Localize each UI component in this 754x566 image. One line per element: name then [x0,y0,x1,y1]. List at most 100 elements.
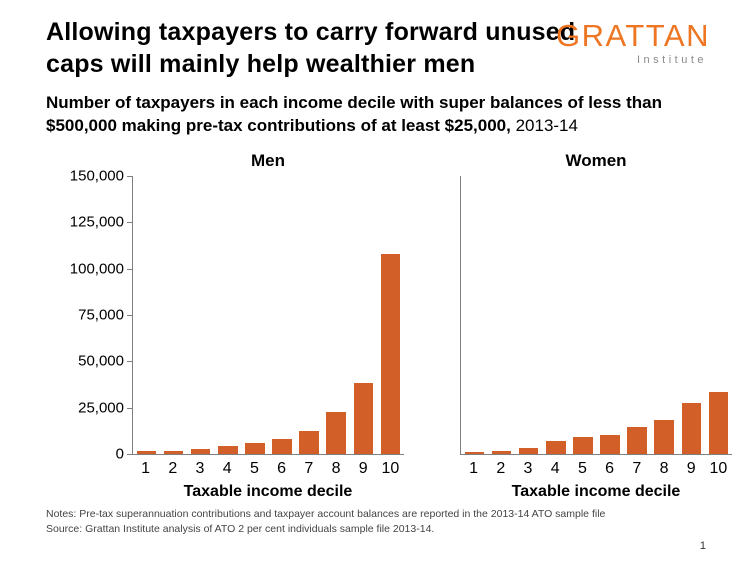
x-tick-label: 5 [577,459,587,477]
women-bar-decile-8 [654,419,674,454]
men-x-ticks: 1 2 3 4 5 6 7 8 9 10 [132,460,404,478]
bar-slot [133,176,160,454]
y-tick-label: 100,000 [69,260,124,278]
page-title: Allowing taxpayers to carry forward unus… [46,16,591,80]
bar-slot [515,176,542,454]
y-tick-label: 75,000 [78,306,124,324]
women-bar-decile-5 [573,437,593,454]
women-panel: Women 1 2 3 4 5 6 7 8 9 10 Taxable income decile [460,150,732,501]
women-bar-decile-2 [491,451,512,454]
women-bar-decile-3 [518,448,539,454]
x-tick-label: 10 [709,459,728,477]
men-panel-title: Men [251,150,285,170]
chart-subtitle: Number of taxpayers in each income decil… [46,92,716,138]
y-tick-label: 0 [115,445,124,463]
x-tick-label: 8 [659,459,669,477]
y-tick-label: 25,000 [78,399,124,417]
women-bar-decile-10 [708,391,729,454]
bar-slot [705,176,732,454]
x-tick-label: 7 [632,459,642,477]
charts-row: 0 25,000 50,000 75,000 100,000 125,000 150,000… [0,150,754,501]
bar-slot [268,176,295,454]
footer-notes: Notes: Pre-tax superannuation contributi… [46,507,605,539]
x-tick-label: 5 [249,459,259,477]
bar-slot [651,176,678,454]
men-bar-decile-10 [380,253,401,454]
men-bar-decile-8 [326,412,346,454]
women-bar-decile-6 [600,435,620,454]
title-line1: Allowing taxpayers to carry forward unus… [46,18,576,46]
x-tick-label: 6 [277,459,287,477]
x-tick-label: 2 [168,459,178,477]
bar-slot [377,176,404,454]
x-tick-label: 7 [304,459,314,477]
x-tick-label: 1 [141,459,151,477]
x-tick-label: 1 [469,459,479,477]
men-bar-decile-9 [353,383,374,454]
page-number: 1 [699,540,706,552]
bar-slot [624,176,651,454]
x-tick-label: 2 [496,459,506,477]
bar-slot [214,176,241,454]
women-x-ticks: 1 2 3 4 5 6 7 8 9 10 [460,460,732,478]
y-tick-mark [127,361,133,363]
women-plot [460,175,732,455]
men-bar-decile-5 [245,442,265,454]
subtitle-bold: Number of taxpayers in each income decil… [46,93,662,135]
x-tick-label: 4 [550,459,560,477]
women-bar-decile-9 [681,402,702,454]
men-bar-decile-2 [163,451,184,454]
women-x-axis-label: Taxable income decile [511,482,681,500]
bar-slot [542,176,569,454]
bar-slot [488,176,515,454]
y-tick-mark [127,268,133,270]
men-bar-decile-4 [218,445,238,454]
bar-slot [350,176,377,454]
men-bar-decile-3 [190,448,211,454]
men-bar-decile-6 [272,439,292,454]
x-tick-label: 4 [222,459,232,477]
y-tick-mark [127,453,133,455]
women-panel-title: Women [565,150,627,170]
women-bar-decile-7 [627,427,647,454]
x-tick-label: 6 [605,459,615,477]
header: Allowing taxpayers to carry forward unus… [0,0,754,80]
bar-slot [160,176,187,454]
men-panel: Men 1 2 3 4 5 6 7 8 9 10 Taxable income decile [127,150,404,501]
x-tick-label: 9 [358,459,368,477]
x-tick-label: 8 [331,459,341,477]
logo-wordmark: GRATTAN [555,18,710,53]
women-bar-decile-1 [464,451,485,454]
bar-slot [323,176,350,454]
y-tick-mark [127,314,133,316]
x-tick-label: 10 [381,459,400,477]
note-line1: Notes: Pre-tax superannuation contributi… [46,507,606,520]
y-axis-labels: 0 25,000 50,000 75,000 100,000 125,000 150,000 [40,167,132,462]
men-plot [127,175,404,455]
title-line2: caps will mainly help wealthier men [46,50,476,78]
x-tick-label: 9 [686,459,696,477]
bar-slot [678,176,705,454]
bar-slot [241,176,268,454]
y-tick-mark [127,222,133,224]
bar-slot [461,176,488,454]
bar-slot [187,176,214,454]
subtitle-year: 2013-14 [510,115,578,135]
y-tick-mark [127,407,133,409]
men-x-axis-label: Taxable income decile [183,482,353,500]
bar-slot [569,176,596,454]
y-tick-label: 50,000 [78,352,124,370]
men-bar-decile-7 [299,430,319,454]
grattan-logo: GRATTAN Institute [556,20,710,66]
men-bar-decile-1 [136,451,157,454]
y-tick-mark [127,175,133,177]
y-tick-label: 125,000 [69,213,124,231]
note-line2: Source: Grattan Institute analysis of AT… [46,523,435,536]
bar-slot [296,176,323,454]
y-tick-label: 150,000 [69,167,124,185]
logo-subtext: Institute [636,54,707,66]
women-bar-decile-4 [546,440,566,454]
x-tick-label: 3 [523,459,533,477]
x-tick-label: 3 [195,459,205,477]
bar-slot [596,176,623,454]
